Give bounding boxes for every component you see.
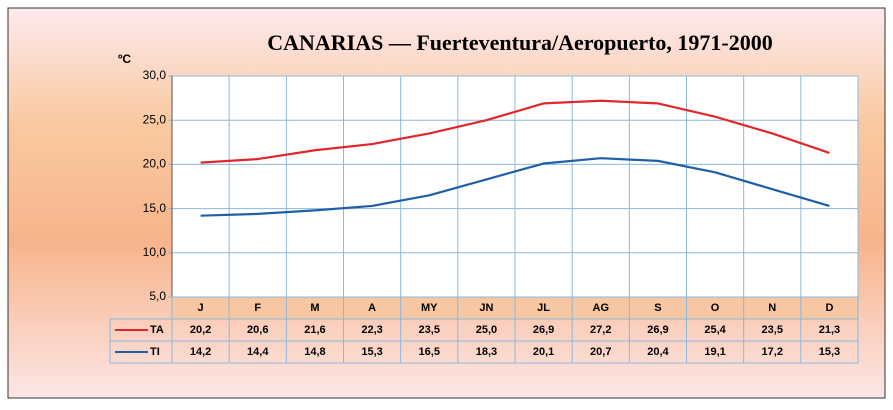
x-tick-label: N	[768, 302, 776, 314]
series-line	[200, 157, 830, 217]
y-tick-label: 20,0	[143, 157, 167, 171]
legend-label: TA	[150, 324, 164, 336]
table-value: 25,0	[476, 324, 497, 336]
table-value: 20,2	[190, 324, 211, 336]
table-value: 22,3	[361, 324, 382, 336]
table-value: 14,8	[304, 346, 325, 358]
table-value: 17,2	[762, 346, 783, 358]
table-value: 19,1	[704, 346, 725, 358]
table-value: 20,4	[647, 346, 669, 358]
y-tick-label: 10,0	[143, 245, 167, 259]
table-value: 20,1	[533, 346, 554, 358]
table-value: 25,4	[704, 324, 726, 336]
table-value: 20,6	[247, 324, 268, 336]
table-value: 18,3	[476, 346, 497, 358]
table-value: 15,3	[819, 346, 840, 358]
x-tick-label: S	[654, 302, 661, 314]
x-tick-label: AG	[593, 302, 610, 314]
table-value: 23,5	[762, 324, 783, 336]
table-value: 26,9	[647, 324, 668, 336]
x-tick-label: A	[368, 302, 376, 314]
legend-label: TI	[150, 346, 160, 358]
table-value: 23,5	[419, 324, 440, 336]
table-value: 14,4	[247, 346, 269, 358]
x-tick-label: J	[198, 302, 204, 314]
x-tick-label: D	[825, 302, 833, 314]
table-value: 16,5	[419, 346, 440, 358]
x-tick-label: MY	[421, 302, 438, 314]
series-line	[200, 99, 830, 164]
y-tick-label: 5,0	[149, 289, 166, 303]
table-value: 21,3	[819, 324, 840, 336]
x-tick-label: JN	[479, 302, 493, 314]
table-value: 21,6	[304, 324, 325, 336]
y-tick-label: 15,0	[143, 201, 167, 215]
x-tick-label: JL	[537, 302, 550, 314]
chart-title: CANARIAS — Fuerteventura/Aeropuerto, 197…	[267, 30, 773, 55]
table-value: 27,2	[590, 324, 611, 336]
table-value: 20,7	[590, 346, 611, 358]
y-tick-label: 25,0	[143, 112, 167, 126]
y-tick-label: 30,0	[143, 68, 167, 82]
table-value: 14,2	[190, 346, 211, 358]
x-tick-label: M	[310, 302, 319, 314]
table-value: 26,9	[533, 324, 554, 336]
table-value: 15,3	[361, 346, 382, 358]
x-tick-label: F	[254, 302, 261, 314]
y-label: ºC	[118, 52, 131, 66]
x-tick-label: O	[711, 302, 720, 314]
